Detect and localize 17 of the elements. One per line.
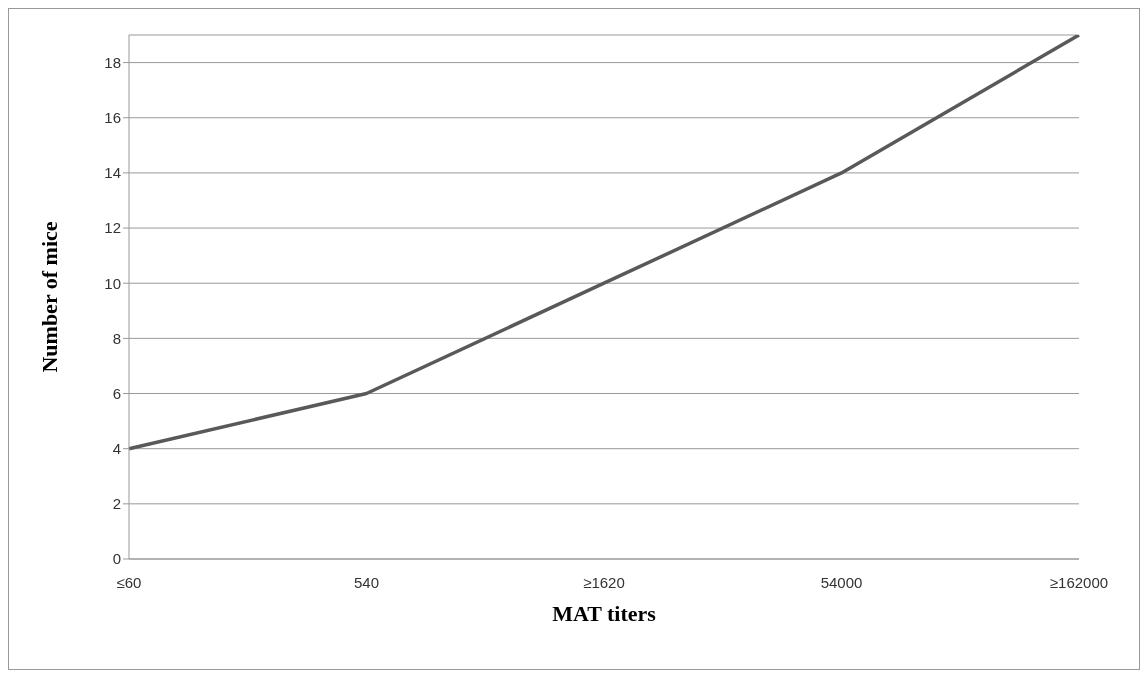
y-tick-label: 10 — [104, 274, 121, 292]
y-tick-label: 14 — [104, 164, 121, 182]
y-tick-label: 0 — [112, 550, 121, 568]
y-tick-label: 6 — [112, 384, 121, 402]
y-tick-label: 12 — [104, 219, 121, 237]
y-tick-label: 16 — [104, 109, 121, 127]
x-tick-label: 540 — [353, 573, 380, 591]
x-tick-label: 54000 — [820, 573, 863, 591]
y-tick-label: 18 — [104, 53, 121, 71]
y-tick-label: 4 — [112, 440, 121, 458]
x-tick-label: ≤60 — [116, 573, 142, 591]
y-axis-title: Number of mice — [36, 221, 62, 373]
y-tick-label: 2 — [112, 495, 121, 513]
x-tick-label: ≥1620 — [583, 573, 625, 591]
x-axis-title: MAT titers — [552, 601, 657, 626]
y-tick-label: 8 — [112, 329, 121, 347]
x-tick-label: ≥162000 — [1049, 573, 1109, 591]
